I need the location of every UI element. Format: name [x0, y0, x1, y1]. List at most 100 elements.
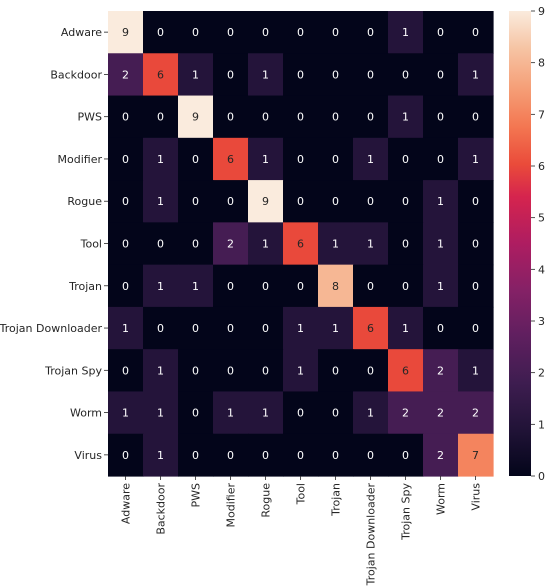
- colorbar-gradient: [509, 11, 531, 476]
- cell-value-label: 0: [402, 153, 409, 166]
- cell-value-label: 0: [472, 195, 479, 208]
- cell-value-label: 1: [262, 407, 269, 420]
- cell-value-label: 0: [297, 449, 304, 462]
- heatmap-cell: [178, 137, 214, 181]
- heatmap-cell: [423, 53, 459, 97]
- heatmap-cell: [108, 222, 144, 266]
- cell-value-label: 1: [472, 364, 479, 377]
- heatmap-cell: [248, 433, 284, 477]
- cell-value-label: 0: [297, 26, 304, 39]
- heatmap-cell: [353, 222, 389, 266]
- heatmap-cell: [143, 222, 179, 266]
- heatmap-cell: [353, 95, 389, 139]
- heatmap-cell: [458, 222, 494, 266]
- cell-value-label: 1: [402, 26, 409, 39]
- heatmap-cell: [283, 264, 319, 308]
- heatmap-cell: [423, 391, 459, 435]
- x-tick-label: Tool: [295, 483, 308, 505]
- heatmap-cell: [283, 433, 319, 477]
- x-axis-tick-labels: Adware Backdoor PWS Modifier Rogue Tool Trojan…: [120, 476, 483, 586]
- y-tick-label: Modifier: [58, 153, 103, 166]
- cell-value-label: 6: [157, 68, 164, 81]
- y-tick-label: Trojan Spy: [44, 364, 102, 377]
- heatmap-cell: [108, 306, 144, 350]
- cell-value-label: 0: [262, 280, 269, 293]
- cell-value-label: 0: [262, 449, 269, 462]
- cell-value-label: 0: [437, 322, 444, 335]
- heatmap-cell: [353, 349, 389, 393]
- cell-value-label: 1: [297, 322, 304, 335]
- y-tick-label: Virus: [74, 449, 102, 462]
- heatmap-cell: [283, 222, 319, 266]
- cell-value-label: 0: [402, 238, 409, 251]
- cell-value-label: 0: [192, 407, 199, 420]
- y-tick-label: Trojan: [68, 280, 102, 293]
- colorbar-tick-label: 3: [538, 315, 545, 328]
- cell-value-label: 0: [332, 364, 339, 377]
- cell-value-label: 2: [437, 364, 444, 377]
- heatmap-cell: [458, 137, 494, 181]
- cell-value-label: 2: [437, 449, 444, 462]
- cell-value-label: 1: [157, 280, 164, 293]
- heatmap-cell: [318, 95, 354, 139]
- x-tick-label: Trojan Downloader: [365, 483, 378, 587]
- cell-value-label: 0: [297, 407, 304, 420]
- colorbar-tick-label: 1: [538, 418, 545, 431]
- x-tick-label: Modifier: [225, 483, 238, 528]
- cell-value-label: 0: [227, 280, 234, 293]
- cell-value-label: 1: [262, 68, 269, 81]
- colorbar-tick-label: 8: [538, 57, 545, 70]
- cell-value-label: 0: [367, 280, 374, 293]
- heatmap-cell: [318, 349, 354, 393]
- heatmap-cell: [213, 11, 249, 54]
- heatmap-cell: [423, 95, 459, 139]
- cell-value-label: 0: [402, 449, 409, 462]
- y-tick-label: Rogue: [67, 195, 102, 208]
- colorbar-tick-label: 2: [538, 367, 545, 380]
- heatmap-cell: [423, 433, 459, 477]
- cell-value-label: 1: [367, 238, 374, 251]
- cell-value-label: 1: [157, 153, 164, 166]
- cell-value-label: 0: [332, 195, 339, 208]
- heatmap-cell: [213, 95, 249, 139]
- cell-value-label: 0: [297, 153, 304, 166]
- heatmap-cell: [458, 349, 494, 393]
- heatmap-cell: [248, 306, 284, 350]
- heatmap-cell: [213, 349, 249, 393]
- cell-value-label: 0: [157, 238, 164, 251]
- colorbar-tick-label: 4: [538, 263, 545, 276]
- y-tick-label: Trojan Downloader: [0, 322, 102, 335]
- x-tick-label: Trojan: [330, 483, 343, 517]
- cell-value-label: 0: [402, 280, 409, 293]
- cell-value-label: 0: [262, 322, 269, 335]
- heatmap-cell: [423, 222, 459, 266]
- cell-value-label: 1: [472, 68, 479, 81]
- cell-value-label: 1: [262, 238, 269, 251]
- cell-value-label: 1: [472, 153, 479, 166]
- cell-value-label: 1: [437, 280, 444, 293]
- heatmap-cell: [423, 137, 459, 181]
- heatmap-cell: [353, 53, 389, 97]
- heatmap-cell: [143, 95, 179, 139]
- heatmap-cell: [388, 53, 424, 97]
- cell-value-label: 0: [472, 26, 479, 39]
- cell-value-label: 2: [437, 407, 444, 420]
- cell-value-label: 0: [192, 238, 199, 251]
- cell-value-label: 1: [227, 407, 234, 420]
- cell-value-label: 1: [157, 195, 164, 208]
- cell-value-label: 0: [122, 280, 129, 293]
- y-axis-tick-labels: Adware Backdoor PWS Modifier Rogue Tool Trojan…: [0, 26, 108, 462]
- colorbar-ticks: 0 1 2 3 4 5 6 7 8 9: [531, 5, 545, 483]
- cell-value-label: 0: [227, 195, 234, 208]
- heatmap-cell: [388, 137, 424, 181]
- heatmap-cell: [248, 137, 284, 181]
- cell-value-label: 6: [297, 238, 304, 251]
- colorbar: 0 1 2 3 4 5 6 7 8 9: [509, 5, 545, 483]
- cell-value-label: 8: [332, 280, 339, 293]
- heatmap-cell: [248, 391, 284, 435]
- cell-value-label: 2: [472, 407, 479, 420]
- heatmap-cell: [318, 433, 354, 477]
- heatmap-cell: [318, 264, 354, 308]
- cell-value-label: 1: [262, 153, 269, 166]
- cell-value-label: 0: [227, 26, 234, 39]
